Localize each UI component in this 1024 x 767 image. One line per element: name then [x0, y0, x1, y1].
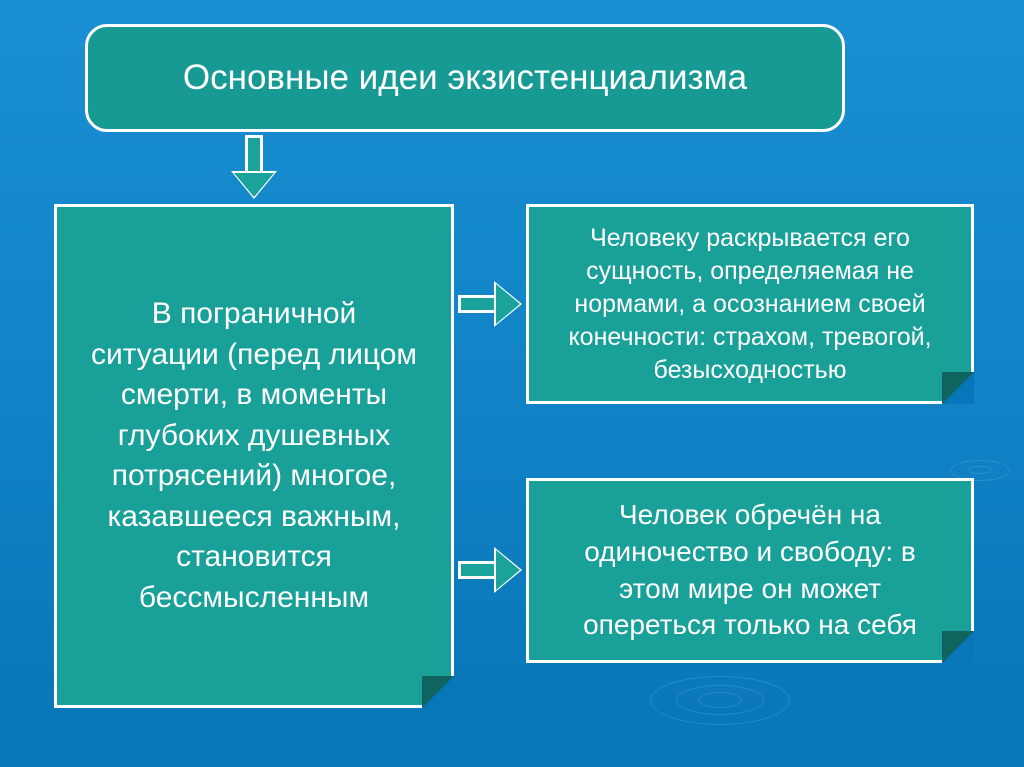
top-right-box: Человеку раскрывается его сущность, опре… [526, 204, 974, 404]
bottom-right-box: Человек обречён на одиночество и свободу… [526, 478, 974, 663]
left-box-text: В пограничной ситуации (перед лицом смер… [85, 294, 423, 618]
left-box: В пограничной ситуации (перед лицом смер… [54, 204, 454, 708]
diagram-content: Основные идеи экзистенциализма В пограни… [0, 0, 1024, 767]
title-text: Основные идеи экзистенциализма [183, 58, 747, 98]
arrow-right-icon [458, 284, 524, 324]
title-box: Основные идеи экзистенциализма [85, 24, 845, 132]
page-fold-icon [422, 676, 454, 708]
page-fold-icon [942, 372, 974, 404]
bottom-right-box-text: Человек обречён на одиночество и свободу… [555, 497, 945, 645]
arrow-down-icon [234, 135, 274, 201]
top-right-box-text: Человеку раскрывается его сущность, опре… [549, 222, 951, 387]
page-fold-icon [942, 631, 974, 663]
arrow-right-icon [458, 550, 524, 590]
